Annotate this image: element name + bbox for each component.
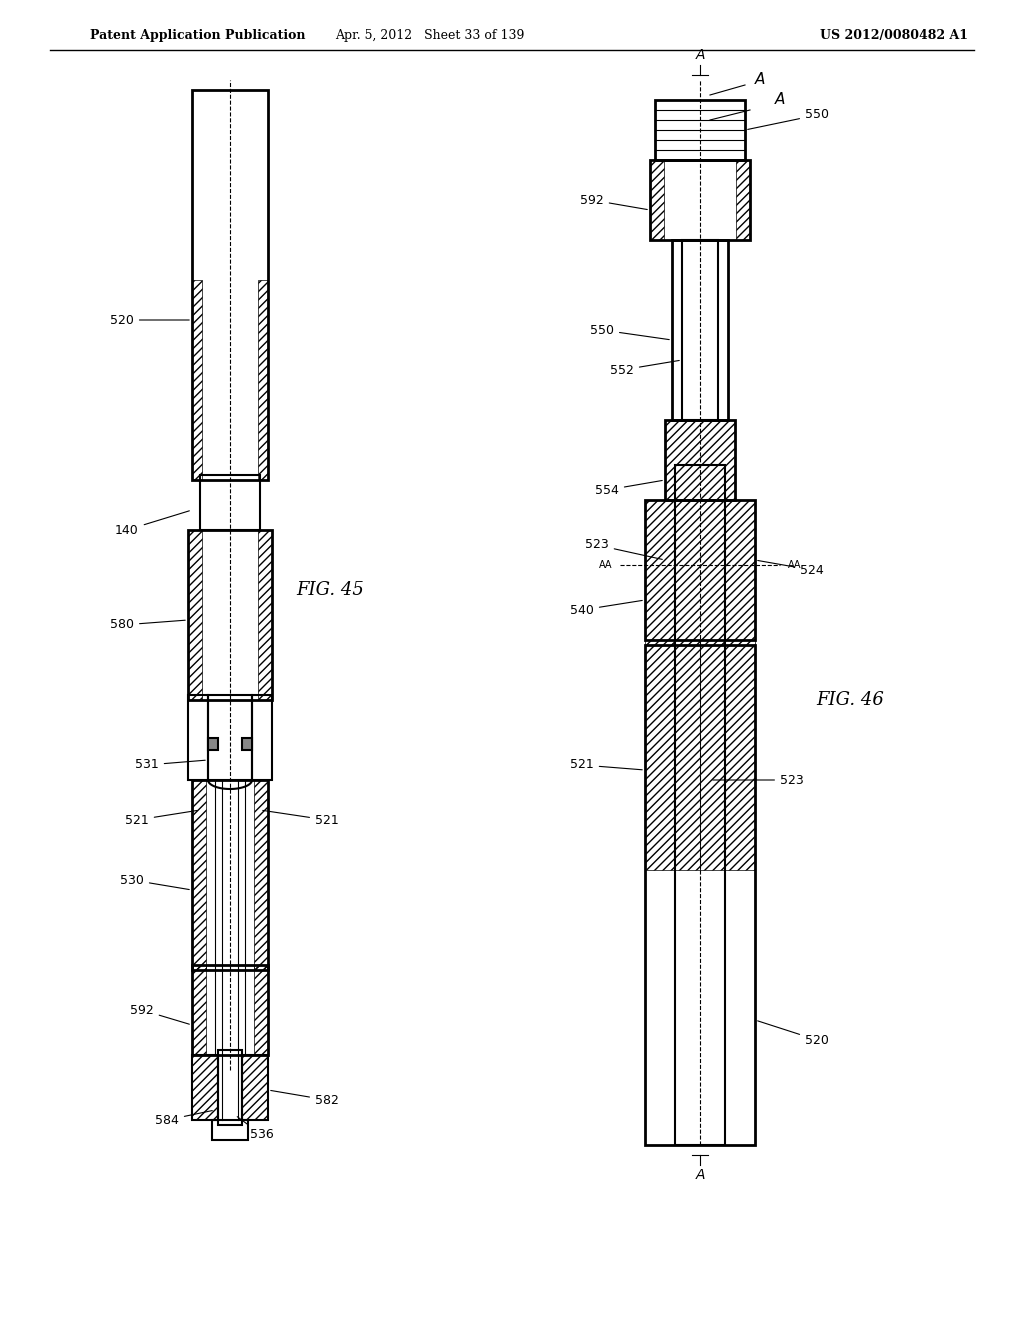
Bar	[193, 1055, 218, 1119]
Bar	[188, 696, 208, 780]
Bar	[665, 420, 735, 500]
Bar	[212, 1119, 248, 1140]
Bar	[188, 531, 202, 700]
Bar	[672, 240, 728, 420]
Text: 592: 592	[580, 194, 647, 210]
Text: 552: 552	[610, 360, 679, 376]
Bar	[193, 780, 268, 970]
Text: 520: 520	[758, 1020, 828, 1047]
Text: 523: 523	[713, 774, 804, 787]
Text: 540: 540	[570, 601, 642, 616]
Text: A: A	[695, 1168, 705, 1181]
Bar	[655, 100, 745, 160]
Text: 530: 530	[120, 874, 189, 890]
Text: 531: 531	[135, 759, 205, 771]
Bar	[218, 1049, 242, 1125]
Text: 584: 584	[155, 1110, 212, 1126]
Bar	[254, 780, 268, 970]
Text: 592: 592	[130, 1003, 189, 1024]
Text: 536: 536	[238, 1117, 273, 1142]
Bar	[252, 696, 272, 780]
Bar	[193, 1055, 218, 1119]
Bar	[665, 420, 735, 500]
Bar	[675, 465, 725, 1144]
Bar	[200, 475, 260, 531]
Bar	[242, 1055, 268, 1119]
Text: 140: 140	[115, 511, 189, 536]
Bar	[650, 160, 750, 240]
Text: 520: 520	[110, 314, 189, 326]
Bar	[258, 531, 272, 700]
Bar	[188, 531, 272, 700]
Bar	[650, 160, 664, 240]
Text: A: A	[755, 73, 765, 87]
Text: 521: 521	[263, 810, 339, 826]
Text: 521: 521	[570, 759, 642, 771]
Bar	[208, 696, 252, 780]
Bar	[736, 160, 750, 240]
Text: 550: 550	[590, 323, 670, 339]
Text: 524: 524	[758, 561, 823, 577]
Bar	[700, 640, 755, 870]
Bar	[193, 90, 268, 480]
Bar	[645, 500, 755, 640]
Text: A: A	[775, 92, 785, 107]
Bar	[193, 280, 202, 480]
Bar	[645, 500, 755, 640]
Text: A: A	[695, 48, 705, 62]
Bar	[242, 1055, 268, 1119]
Text: US 2012/0080482 A1: US 2012/0080482 A1	[820, 29, 968, 41]
Text: AA: AA	[598, 560, 612, 570]
Text: 582: 582	[270, 1090, 339, 1106]
Bar	[254, 965, 268, 1055]
Bar	[193, 780, 206, 970]
Text: AA: AA	[788, 560, 802, 570]
Bar	[242, 738, 252, 750]
Text: 521: 521	[125, 810, 198, 826]
Text: 550: 550	[748, 108, 829, 129]
Bar	[258, 280, 268, 480]
Text: 580: 580	[110, 619, 185, 631]
Bar	[193, 965, 268, 1055]
Text: 523: 523	[585, 539, 663, 560]
Bar	[208, 738, 218, 750]
Text: 554: 554	[595, 480, 663, 496]
Text: Patent Application Publication: Patent Application Publication	[90, 29, 305, 41]
Bar	[682, 240, 718, 420]
Bar	[193, 965, 206, 1055]
Bar	[645, 640, 700, 870]
Text: FIG. 46: FIG. 46	[816, 690, 884, 709]
Text: Apr. 5, 2012   Sheet 33 of 139: Apr. 5, 2012 Sheet 33 of 139	[335, 29, 524, 41]
Text: FIG. 45: FIG. 45	[296, 581, 364, 599]
Bar	[645, 645, 755, 1144]
